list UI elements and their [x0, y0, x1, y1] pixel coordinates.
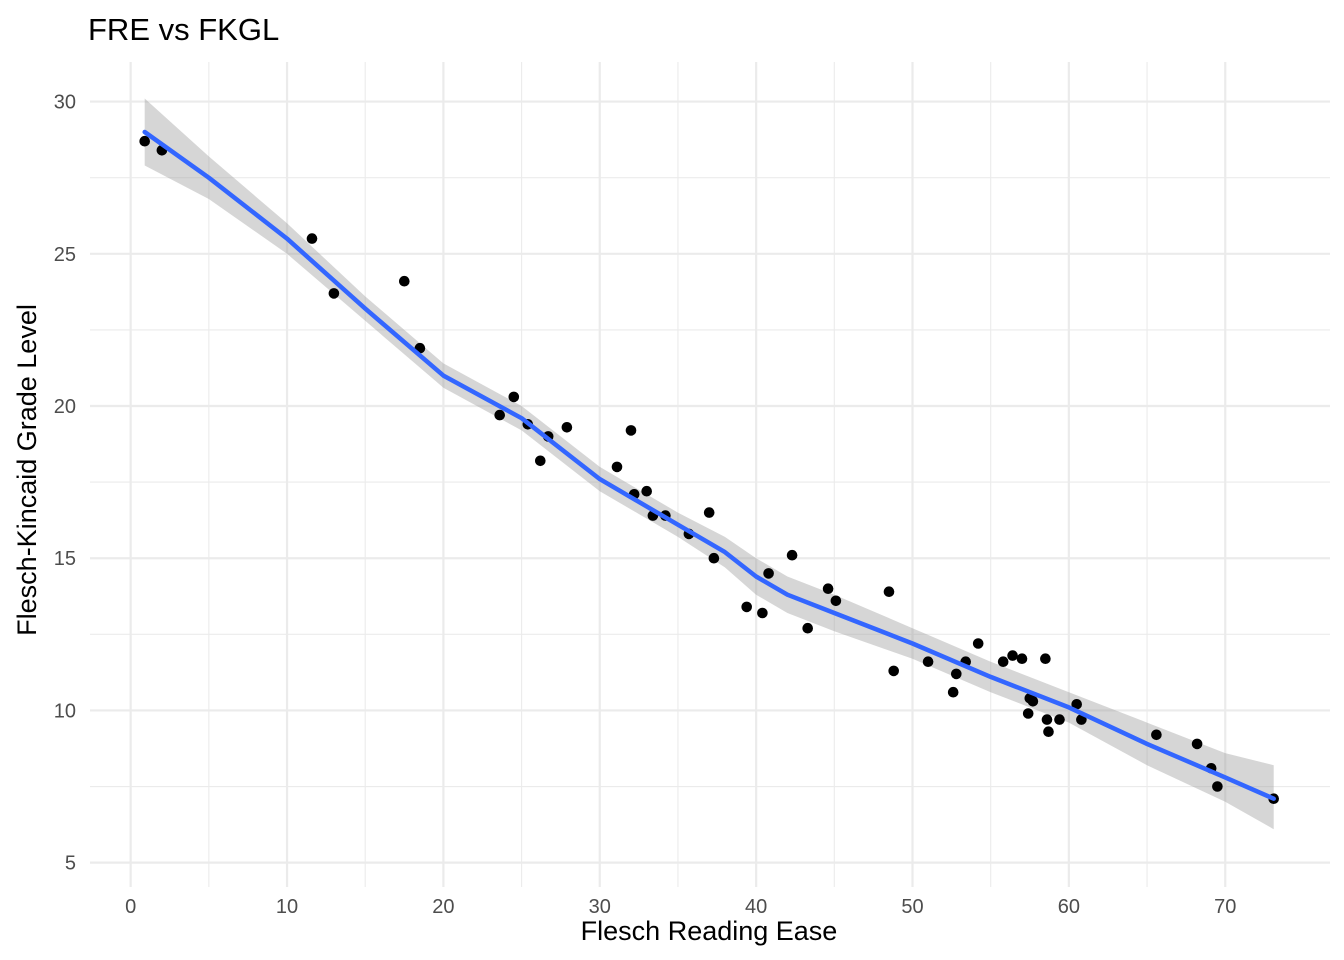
data-point: [703, 507, 715, 518]
y-tick-label: 10: [54, 700, 76, 722]
data-point: [997, 656, 1009, 667]
data-point: [508, 391, 520, 403]
data-point: [972, 638, 984, 649]
data-point: [763, 568, 774, 579]
data-point: [1041, 714, 1053, 725]
grid-minor: [90, 62, 1330, 887]
data-point: [1212, 781, 1223, 792]
data-point: [708, 552, 720, 564]
data-point: [947, 686, 959, 698]
data-point: [625, 425, 637, 436]
y-tick-label: 5: [65, 853, 76, 875]
data-point: [1016, 653, 1028, 664]
data-point: [922, 656, 934, 667]
y-tick-label: 30: [54, 92, 76, 114]
data-point: [757, 607, 768, 619]
chart-title: FRE vs FKGL: [88, 12, 279, 47]
data-point: [494, 409, 506, 421]
y-axis-title: Flesch-Kincaid Grade Level: [12, 304, 42, 636]
data-point: [611, 461, 623, 473]
data-point: [328, 288, 340, 299]
data-point: [1022, 708, 1034, 719]
trend-line: [142, 129, 1276, 801]
y-tick-label: 15: [54, 548, 76, 570]
x-axis-title: Flesch Reading Ease: [581, 916, 838, 946]
data-point: [641, 485, 652, 497]
data-point: [1054, 714, 1065, 725]
trend-line-layer: [142, 129, 1276, 801]
data-point: [399, 275, 410, 287]
data-point: [741, 601, 752, 613]
data-point: [139, 135, 150, 147]
y-tick-label: 20: [54, 396, 76, 418]
x-tick-label: 20: [432, 896, 454, 918]
x-tick-label: 0: [125, 896, 136, 918]
data-point: [1151, 729, 1162, 741]
confidence-band-layer: [144, 98, 1274, 830]
x-tick-label: 30: [589, 896, 611, 918]
grid-major: [90, 62, 1330, 887]
x-axis-ticks: 0 10 20 30 40 50 60 70: [125, 896, 1236, 918]
x-tick-label: 40: [745, 896, 767, 918]
data-point: [786, 549, 798, 561]
data-point: [822, 583, 834, 594]
data-points: [139, 135, 1279, 804]
confidence-band: [144, 98, 1274, 830]
data-point: [561, 422, 573, 433]
data-point: [306, 233, 318, 244]
y-tick-label: 25: [54, 244, 76, 266]
data-point: [535, 455, 546, 467]
data-point: [1043, 726, 1054, 737]
data-point: [1191, 738, 1203, 750]
data-point: [883, 586, 895, 597]
y-axis-ticks: 5 10 15 20 25 30: [54, 92, 76, 875]
x-tick-label: 60: [1058, 896, 1080, 918]
data-point: [951, 668, 962, 680]
data-point: [1027, 696, 1039, 707]
data-point: [1071, 699, 1082, 710]
x-tick-label: 50: [901, 896, 923, 918]
x-tick-label: 70: [1214, 896, 1236, 918]
data-point: [802, 622, 813, 634]
x-tick-label: 10: [276, 896, 298, 918]
data-point: [1007, 650, 1018, 661]
data-point: [888, 665, 899, 677]
data-point: [1040, 653, 1051, 664]
data-point: [830, 595, 842, 607]
